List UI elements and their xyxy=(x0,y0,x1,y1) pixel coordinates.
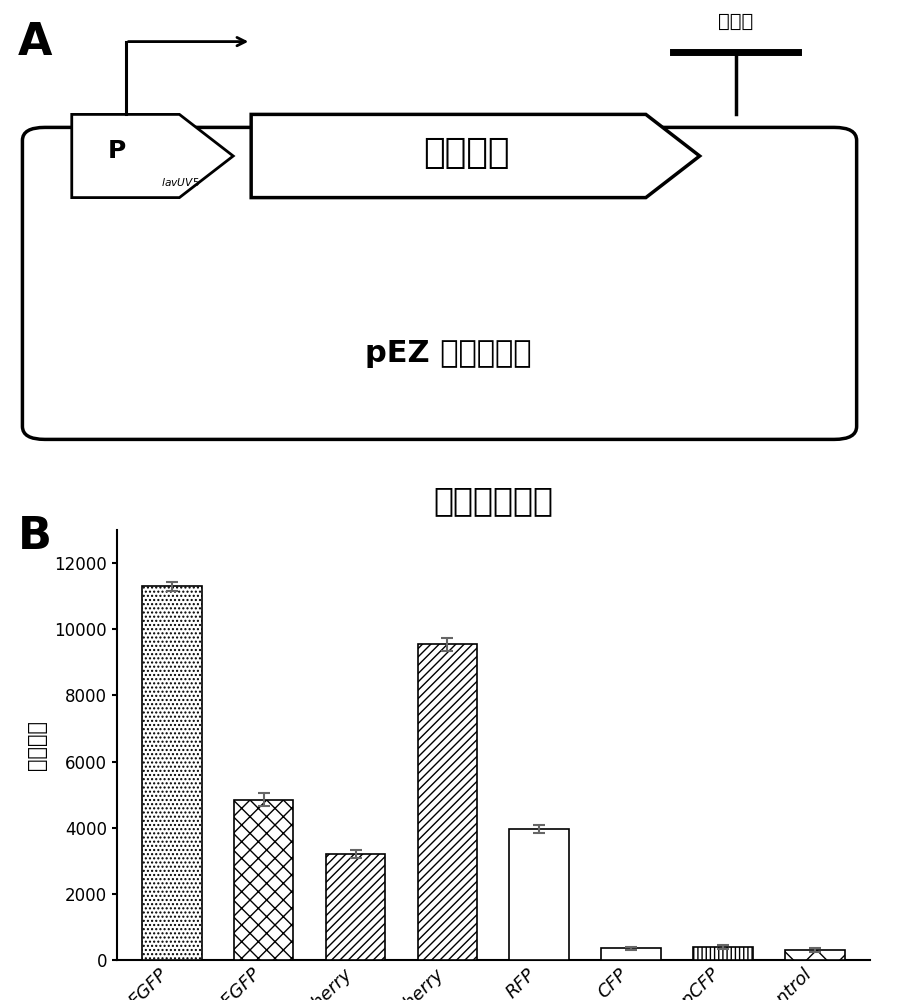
Bar xyxy=(509,829,570,960)
FancyBboxPatch shape xyxy=(22,127,857,439)
Text: pEZ 单报告基因: pEZ 单报告基因 xyxy=(365,339,532,368)
Bar xyxy=(142,586,202,960)
Text: A: A xyxy=(18,21,52,64)
Text: P: P xyxy=(108,139,126,163)
Text: 报告基因: 报告基因 xyxy=(423,136,509,170)
Bar xyxy=(693,947,753,960)
Bar xyxy=(785,950,845,960)
Bar xyxy=(601,948,661,960)
Polygon shape xyxy=(72,114,233,198)
Bar xyxy=(326,854,386,960)
Title: 荧光蛋白筛选: 荧光蛋白筛选 xyxy=(433,485,553,518)
Text: $_{lavUV5}$: $_{lavUV5}$ xyxy=(161,174,200,190)
Text: 终止子: 终止子 xyxy=(718,12,753,31)
Text: B: B xyxy=(18,515,52,558)
Bar xyxy=(417,644,477,960)
Bar xyxy=(234,800,293,960)
Polygon shape xyxy=(251,114,700,198)
Y-axis label: 荧光强度: 荧光强度 xyxy=(27,720,48,770)
